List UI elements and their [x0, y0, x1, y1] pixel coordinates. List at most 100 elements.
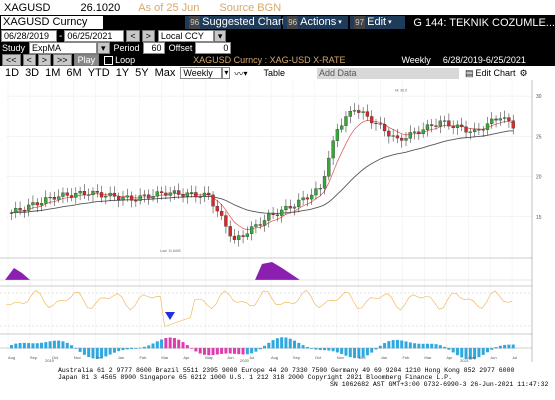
page-title: G 144: TEKNIK COZUMLE... [413, 16, 555, 29]
prev-range-button[interactable]: < [126, 30, 140, 42]
candle-body [74, 192, 78, 198]
end-date-input[interactable]: 06/25/2021 [64, 30, 125, 42]
candle-body [477, 129, 481, 131]
edit-button[interactable]: 97 Edit ▾ [350, 16, 406, 29]
x-tick-label: Aug [271, 355, 278, 360]
candle-body [14, 208, 18, 213]
start-date-input[interactable]: 06/28/2019 [1, 30, 57, 42]
year-label: 2019 [45, 358, 55, 362]
macd-bar [35, 343, 39, 349]
candle-body [95, 190, 99, 193]
candle-body [352, 110, 357, 112]
chevron-down-icon[interactable]: ▾ [222, 67, 231, 79]
x-tick-label: Feb [403, 355, 411, 360]
macd-bar [417, 343, 421, 349]
macd-bar [211, 348, 215, 356]
candle-body [442, 120, 447, 122]
security-field[interactable]: XAGUSD Curncy [1, 16, 104, 29]
candle-body [434, 125, 438, 127]
price-chart[interactable]: 30 25 20 15 Aug Sep Oct Nov Dec Jan Feb Mar Apr May Ju… [0, 80, 555, 362]
settings-icon[interactable]: ⚙ [519, 67, 528, 78]
macd-bar [331, 348, 335, 352]
candle-body [69, 195, 74, 198]
macd-bar [503, 344, 507, 349]
price-source: Source BGN [219, 1, 282, 14]
candle-body [507, 117, 511, 121]
macd-bar [254, 348, 258, 352]
macd-bar [438, 345, 442, 349]
candle-body [387, 130, 391, 137]
candle-body [134, 200, 138, 202]
candle-body [400, 137, 404, 141]
loop-label: Loop [115, 55, 136, 65]
x-tick-label: Mar [161, 355, 169, 360]
macd-bar [185, 345, 189, 349]
actions-button[interactable]: 96 Actions ▾ [283, 16, 349, 29]
macd-bar [10, 345, 14, 349]
macd-bar [430, 343, 434, 349]
macd-bar [250, 348, 254, 354]
tab-1m[interactable]: 1M [45, 67, 61, 79]
study-dropdown-button[interactable]: ▾ [97, 42, 110, 54]
candle-body [129, 195, 134, 201]
edit-chart-button[interactable]: ▤ Edit Chart [465, 68, 516, 79]
loop-checkbox[interactable] [104, 55, 114, 65]
step-back-icon: < [26, 55, 32, 65]
candle-body [391, 135, 395, 137]
step-forward-button[interactable]: > [37, 54, 52, 66]
candle-body [430, 124, 434, 126]
x-tick-label: Jun [227, 355, 233, 360]
frequency-select[interactable]: Weekly [180, 67, 223, 79]
step-back-button[interactable]: < [22, 54, 36, 66]
year-label: 2020 [240, 358, 250, 362]
line-chart-icon[interactable]: 〰 [234, 68, 244, 79]
chevron-down-icon: ▾ [338, 19, 342, 26]
macd-bar [65, 342, 69, 349]
candle-body [164, 192, 168, 196]
add-data-input[interactable]: Add Data [316, 67, 459, 79]
rewind-button[interactable]: << [2, 54, 21, 66]
candle-body [490, 118, 494, 124]
tab-5y[interactable]: 5Y [135, 67, 149, 79]
offset-input[interactable]: 0 [195, 42, 232, 54]
tab-1y[interactable]: 1Y [115, 67, 130, 79]
candle-body [168, 192, 172, 196]
offset-label: Offset [168, 43, 193, 53]
table-button[interactable]: Table [263, 68, 285, 78]
footer-line-3: SN 1062682 AST GMT+3:00 G732-6990-3 26-J… [330, 381, 549, 388]
candle-body [39, 203, 44, 206]
play-button[interactable]: Play [73, 54, 100, 66]
currency-select[interactable]: Local CCY [157, 30, 214, 42]
suggested-charts-button[interactable]: 96 Suggested Charts [185, 16, 290, 29]
currency-dropdown-button[interactable]: ▾ [213, 30, 227, 42]
y-tick-label: 15 [536, 215, 542, 221]
candle-body [511, 120, 515, 129]
fast-forward-button[interactable]: >> [53, 54, 72, 66]
tab-3d[interactable]: 3D [25, 67, 40, 79]
footer-line-2: Japan 81 3 4565 8900 Singapore 65 6212 1… [58, 374, 452, 381]
candle-body [395, 135, 400, 139]
next-range-button[interactable]: > [141, 30, 155, 42]
macd-bar [258, 348, 262, 350]
candle-body [310, 194, 314, 200]
tab-6m[interactable]: 6M [66, 67, 82, 79]
candle-body [258, 224, 262, 226]
macd-panel [0, 337, 532, 360]
candle-body [82, 191, 87, 195]
study-select[interactable]: ExpMA [29, 42, 98, 54]
candle-body [125, 195, 129, 198]
chevron-down-icon[interactable]: ▾ [243, 68, 248, 78]
macd-bar [271, 340, 275, 349]
candle-body [361, 111, 365, 113]
candle-body [498, 118, 502, 121]
macd-bar [27, 343, 31, 349]
candle-body [275, 214, 280, 216]
period-input[interactable]: 60 [142, 42, 165, 54]
tab-ytd[interactable]: YTD [87, 67, 110, 79]
candle-body [245, 233, 249, 237]
chart-toolbar: 1D 3D 1M 6M YTD 1Y 5Y Max Weekly ▾ 〰 ▾ T… [0, 66, 555, 80]
tab-1d[interactable]: 1D [5, 67, 20, 79]
tab-max[interactable]: Max [154, 67, 176, 79]
macd-bar [207, 348, 211, 356]
candle-body [322, 176, 327, 189]
